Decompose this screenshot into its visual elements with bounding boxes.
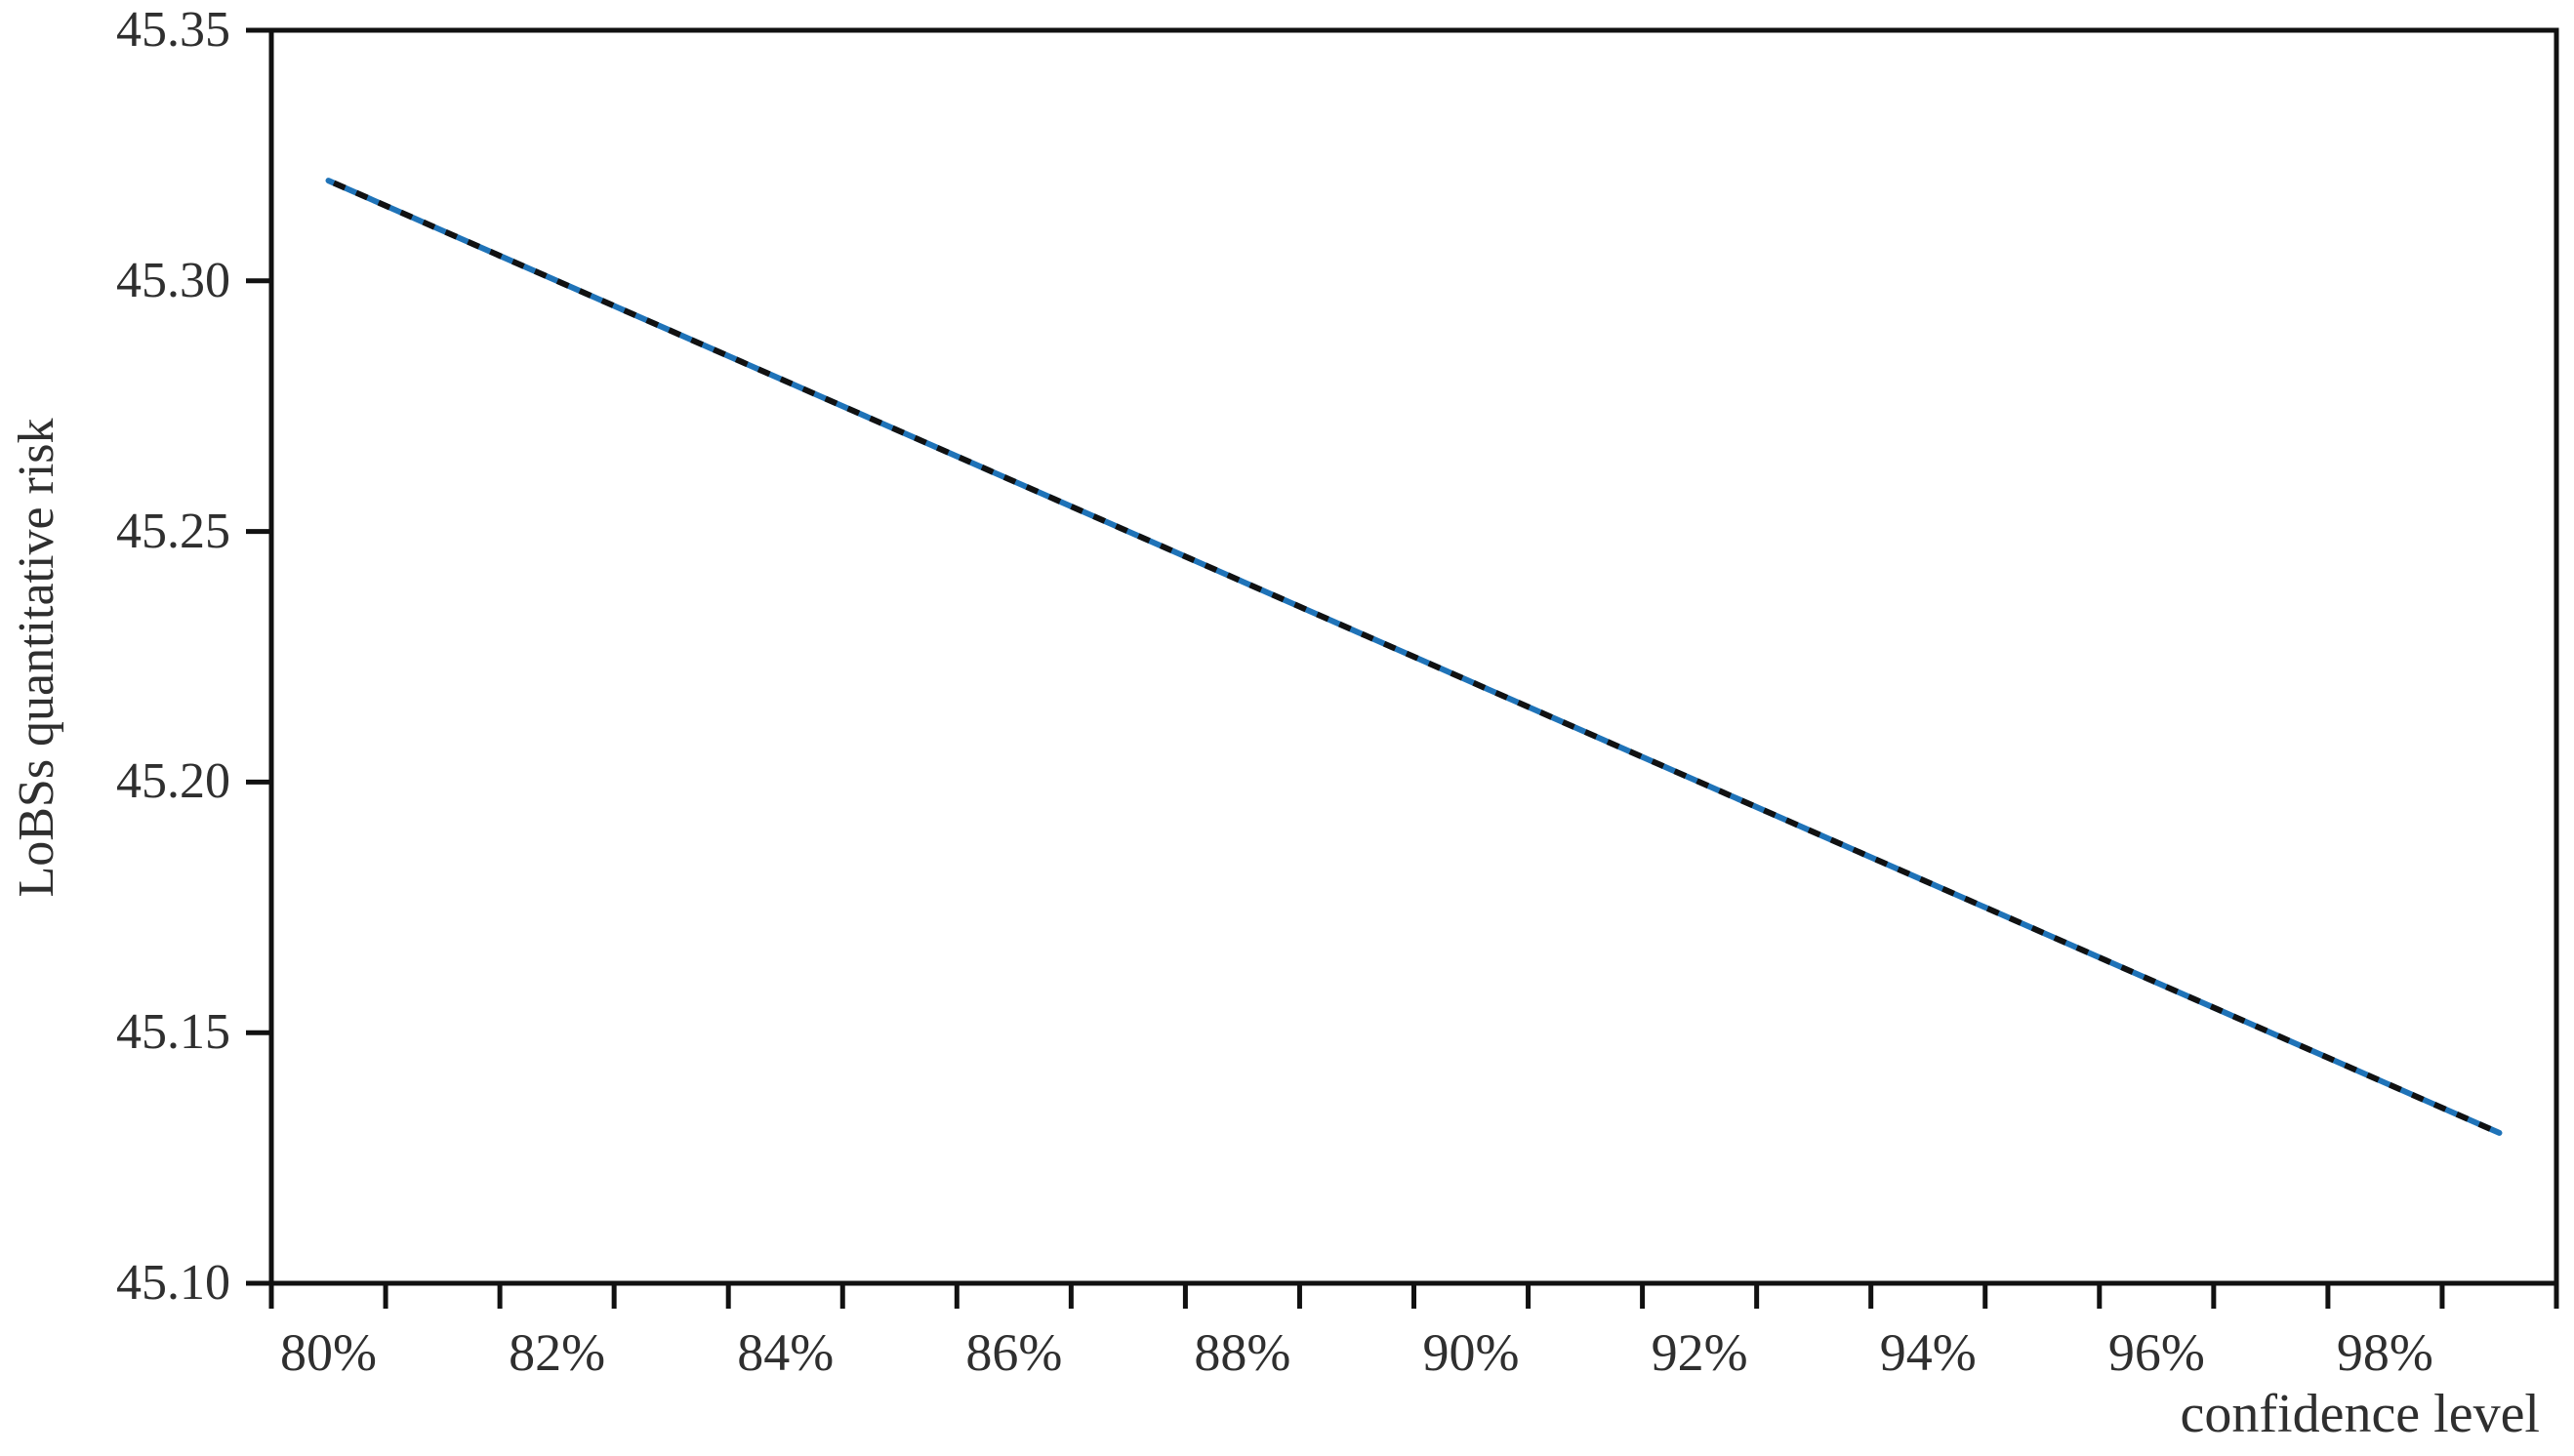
y-tick-label: 45.15 bbox=[116, 1004, 230, 1061]
y-tick-label: 45.35 bbox=[116, 2, 230, 58]
x-tick-label: 96% bbox=[2107, 1323, 2205, 1382]
x-tick-label: 94% bbox=[1879, 1323, 1977, 1382]
x-tick-label: 92% bbox=[1651, 1323, 1748, 1382]
y-tick-label: 45.10 bbox=[116, 1255, 230, 1311]
x-axis-title: confidence level bbox=[2180, 1384, 2540, 1444]
series-black-dashed-line bbox=[327, 178, 2501, 1136]
y-tick-label: 45.25 bbox=[116, 503, 230, 559]
x-tick-label: 86% bbox=[965, 1323, 1063, 1382]
x-tick-label: 90% bbox=[1422, 1323, 1520, 1382]
x-tick-label: 80% bbox=[280, 1323, 377, 1382]
axis-ticks bbox=[246, 27, 2559, 1309]
y-tick-label: 45.20 bbox=[116, 753, 230, 810]
y-tick-label: 45.30 bbox=[116, 252, 230, 308]
x-tick-label: 82% bbox=[509, 1323, 606, 1382]
y-axis-title: LoBSs quantitative risk bbox=[9, 418, 64, 898]
x-tick-label: 84% bbox=[737, 1323, 835, 1382]
plot-frame bbox=[268, 27, 2559, 1286]
x-tick-label: 98% bbox=[2336, 1323, 2433, 1382]
x-tick-label: 88% bbox=[1194, 1323, 1291, 1382]
